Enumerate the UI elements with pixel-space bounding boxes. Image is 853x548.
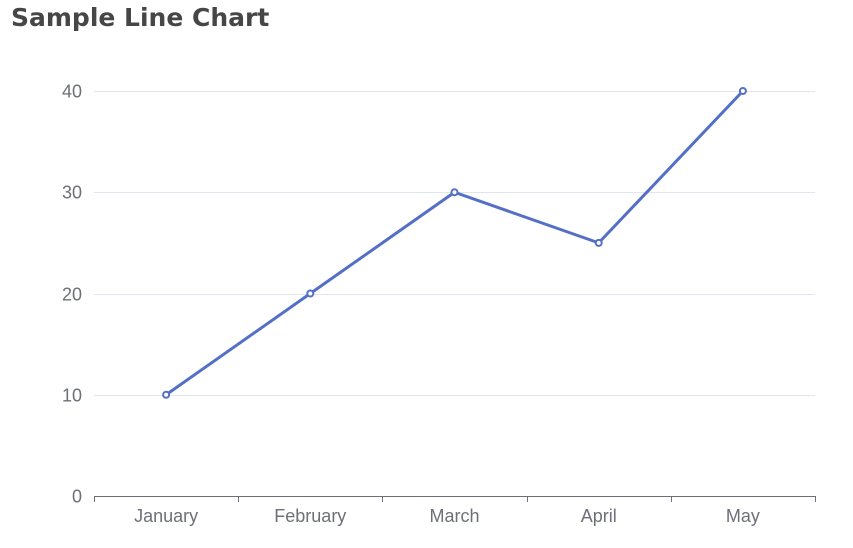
y-tick-label: 40 [62, 82, 82, 102]
series-line-group [164, 89, 745, 397]
grid-lines [94, 91, 815, 396]
y-tick-label: 10 [62, 386, 82, 406]
x-tick-label: April [581, 506, 617, 526]
data-point [450, 188, 459, 197]
y-axis-ticks: 0 10 20 30 40 [62, 82, 82, 507]
data-point [306, 289, 315, 298]
x-tick-label: January [134, 506, 198, 526]
chart-title: Sample Line Chart [11, 3, 270, 32]
y-tick-label: 0 [72, 487, 82, 507]
y-tick-label: 20 [62, 285, 82, 305]
x-tick-label: February [274, 506, 346, 526]
series-line [164, 89, 745, 397]
x-tick-label: May [726, 506, 760, 526]
y-tick-label: 30 [62, 183, 82, 203]
x-axis [94, 496, 816, 502]
x-tick-label: March [429, 506, 479, 526]
series-points [162, 87, 747, 399]
data-point [162, 390, 171, 399]
x-axis-ticks: January February March April May [134, 506, 760, 526]
data-point [738, 87, 747, 95]
data-point [594, 238, 603, 247]
